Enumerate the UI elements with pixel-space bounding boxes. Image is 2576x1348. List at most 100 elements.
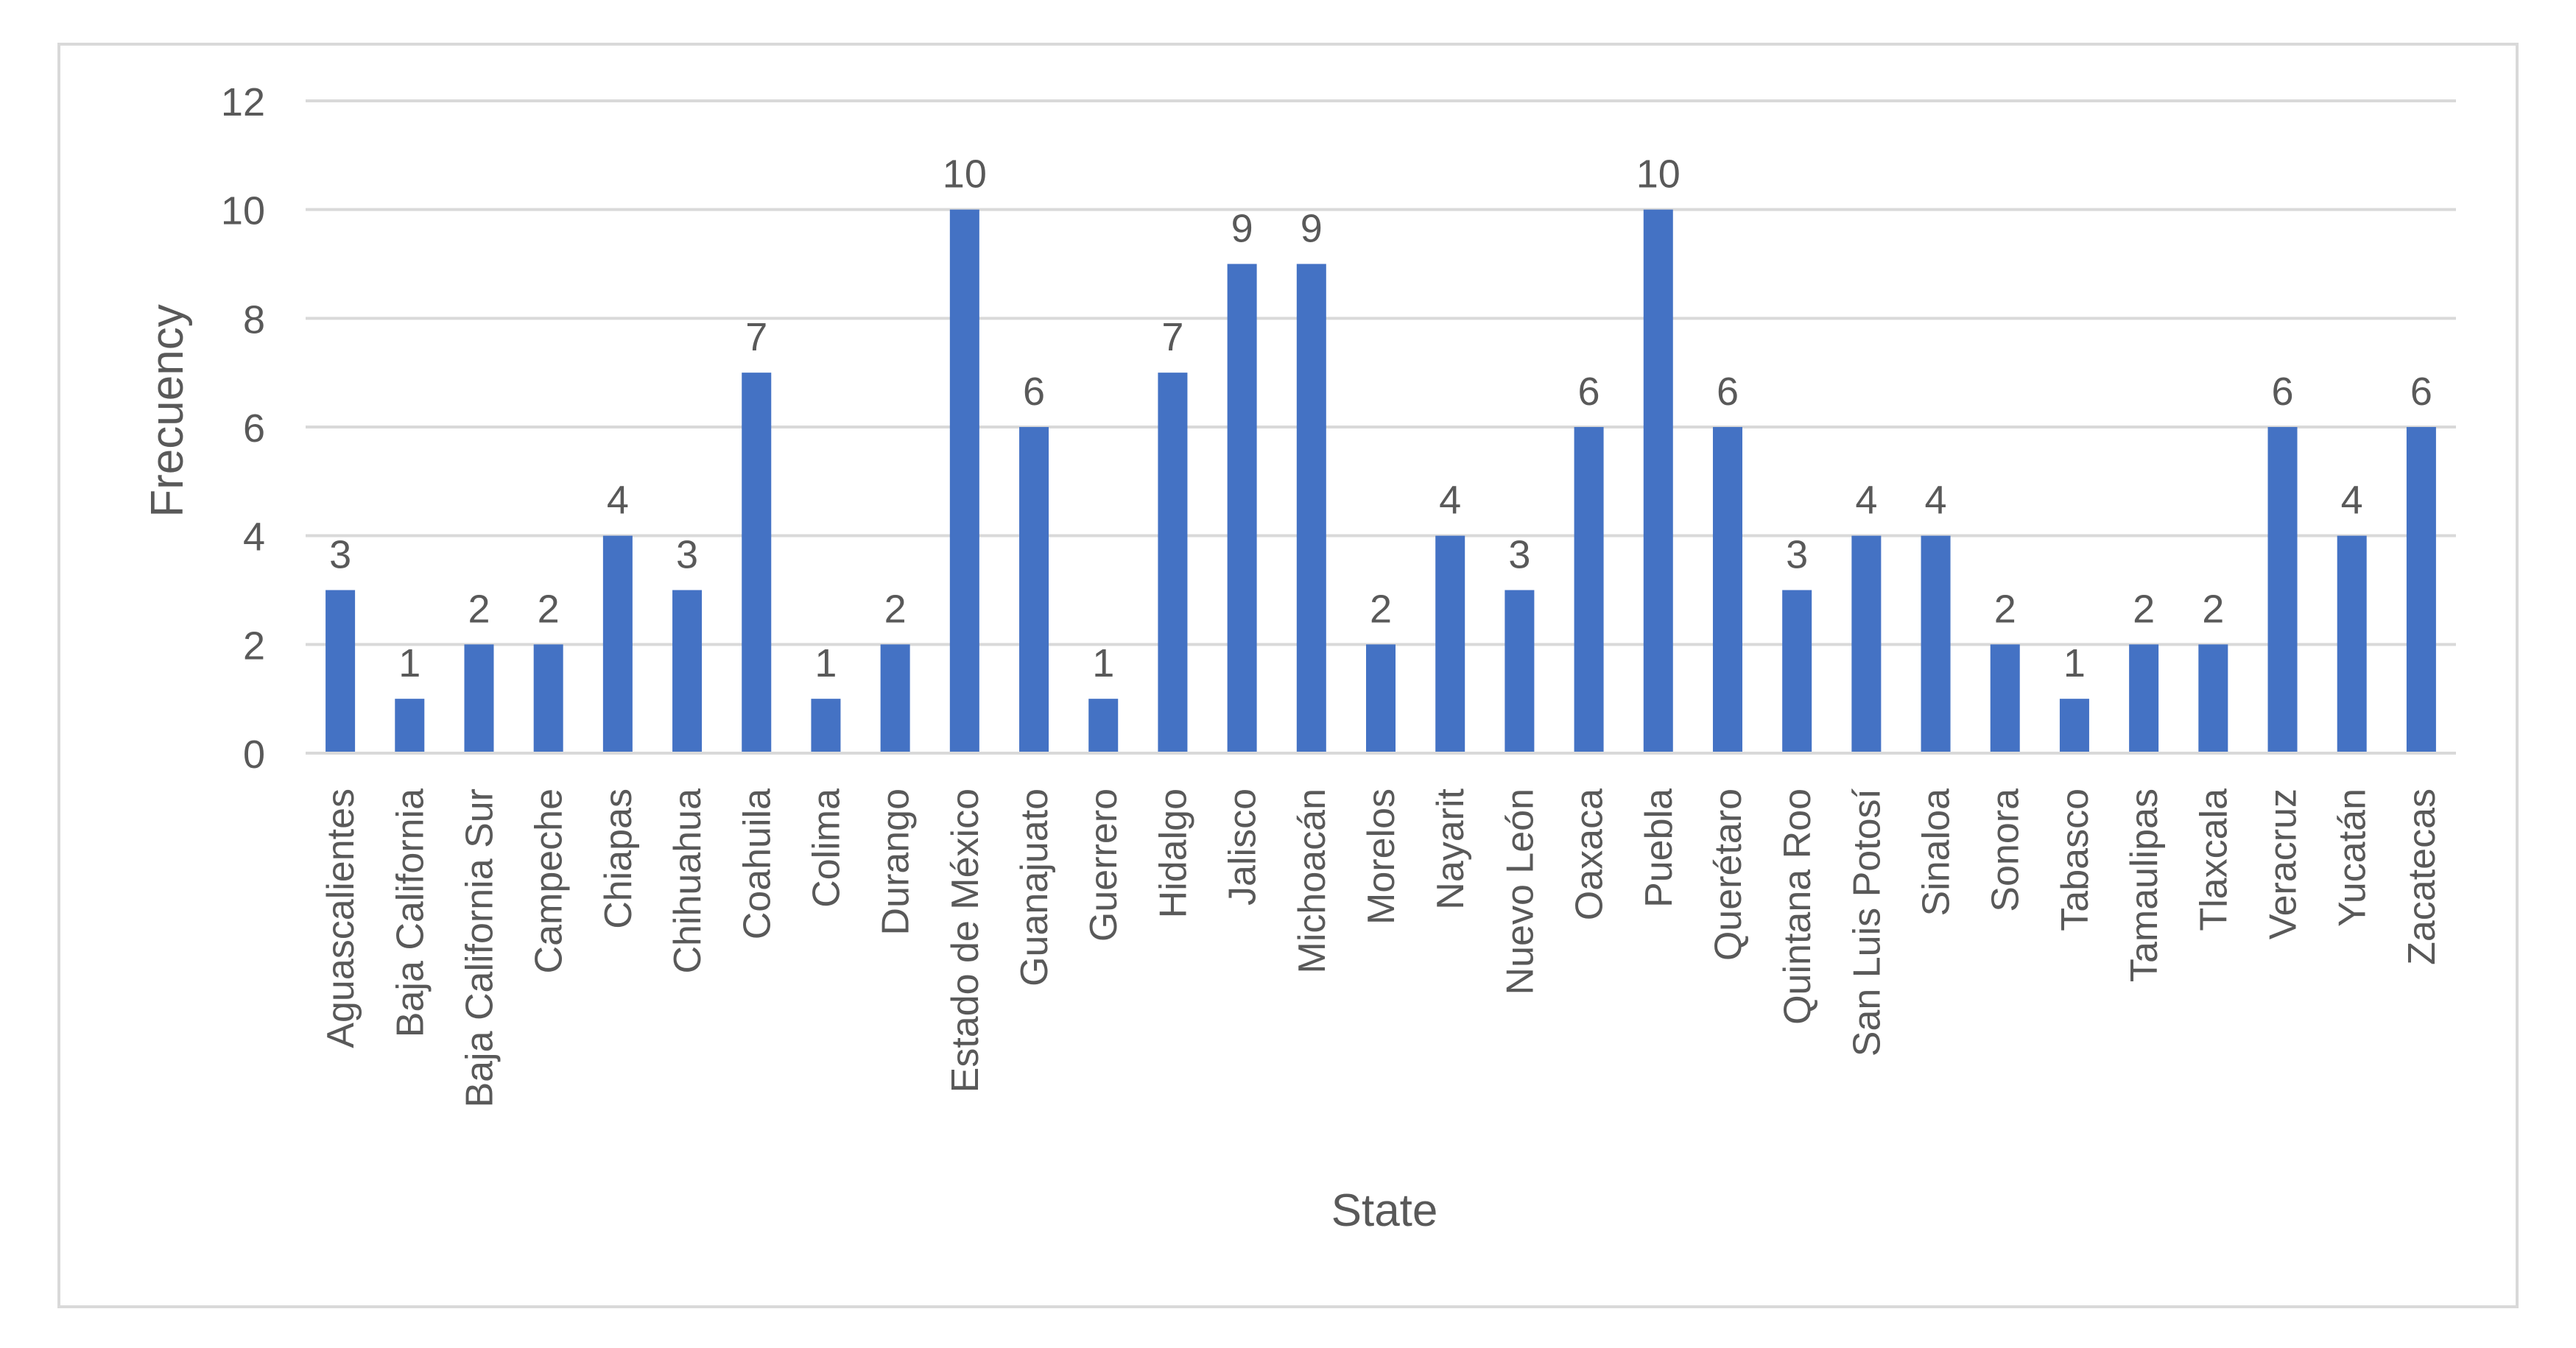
y-tick-label: 12 xyxy=(221,80,265,124)
x-tick-label: Quintana Roo xyxy=(1776,788,1819,1025)
data-label: 6 xyxy=(1717,370,1739,414)
x-tick-label: Tabasco xyxy=(2054,788,2097,931)
y-tick-label: 6 xyxy=(243,406,265,451)
x-tick-label: Nayarit xyxy=(1429,788,1472,909)
bar xyxy=(602,535,633,753)
data-label: 1 xyxy=(398,641,420,685)
data-label: 3 xyxy=(1508,533,1530,577)
x-tick-label: Sonora xyxy=(1985,788,2027,912)
data-label: 4 xyxy=(1855,479,1877,523)
x-tick-label: Hidalgo xyxy=(1152,788,1194,918)
y-axis-ticks: 0 2 4 6 8 10 12 xyxy=(221,80,265,777)
bar xyxy=(1019,427,1049,753)
x-tick-label: Sinaloa xyxy=(1915,788,1958,917)
y-tick-label: 8 xyxy=(243,297,265,342)
data-label: 6 xyxy=(1023,370,1045,414)
data-label: 6 xyxy=(1578,370,1600,414)
data-label: 2 xyxy=(2133,587,2155,631)
y-tick-label: 10 xyxy=(221,189,265,233)
x-tick-label: Chihuahua xyxy=(666,788,709,974)
bar xyxy=(742,373,772,754)
bar xyxy=(1921,535,1951,753)
x-tick-label: Puebla xyxy=(1638,788,1681,908)
x-tick-label: Baja California Sur xyxy=(458,788,501,1108)
bar xyxy=(1435,535,1465,753)
bar xyxy=(464,644,494,753)
bar xyxy=(395,699,425,753)
bar xyxy=(325,590,356,753)
data-label: 6 xyxy=(2410,370,2432,414)
x-tick-label: Campeche xyxy=(528,788,571,973)
bar xyxy=(1088,699,1119,753)
data-label: 10 xyxy=(943,152,987,197)
bar xyxy=(1158,373,1188,754)
x-tick-label: Nuevo León xyxy=(1499,788,1541,995)
y-tick-label: 2 xyxy=(243,624,265,668)
data-label: 7 xyxy=(745,315,767,359)
x-tick-label: Michoacán xyxy=(1291,788,1334,973)
x-tick-label: Aguascalientes xyxy=(320,788,362,1048)
data-label: 2 xyxy=(2202,587,2224,631)
x-tick-label: Oaxaca xyxy=(1569,788,1611,920)
bar xyxy=(811,699,841,753)
data-label: 9 xyxy=(1301,207,1323,251)
data-label: 9 xyxy=(1231,207,1253,251)
x-tick-label: Yucatán xyxy=(2332,788,2374,927)
bar xyxy=(949,209,979,754)
y-tick-label: 0 xyxy=(243,733,265,777)
y-axis-title: Frecuency xyxy=(142,304,193,517)
x-tick-label: Jalisco xyxy=(1222,788,1264,906)
bar xyxy=(533,644,563,753)
data-label: 2 xyxy=(884,587,907,631)
data-label: 2 xyxy=(538,587,560,631)
bar xyxy=(1643,209,1673,754)
x-axis-ticks: Aguascalientes Baja California Baja Califo… xyxy=(320,788,2443,1107)
bar xyxy=(1227,264,1257,753)
data-label: 1 xyxy=(1092,641,1114,685)
bar xyxy=(672,590,703,753)
bar xyxy=(2129,644,2159,753)
x-tick-label: Querétaro xyxy=(1707,788,1750,961)
data-label: 2 xyxy=(1370,587,1392,631)
gridlines xyxy=(306,99,2456,646)
bar xyxy=(1851,535,1882,753)
data-label: 1 xyxy=(814,641,837,685)
bar xyxy=(1574,427,1604,753)
x-tick-label: Guerrero xyxy=(1083,788,1125,942)
bar xyxy=(1712,427,1742,753)
bar xyxy=(2059,699,2089,753)
data-label: 3 xyxy=(329,533,351,577)
x-tick-label: Zacatecas xyxy=(2401,788,2443,965)
bar xyxy=(2198,644,2228,753)
x-tick-label: Baja California xyxy=(389,788,432,1037)
bars xyxy=(325,209,2436,754)
data-label: 4 xyxy=(1925,479,1947,523)
bar xyxy=(2267,427,2298,753)
data-label: 2 xyxy=(1994,587,2016,631)
x-tick-label: Colima xyxy=(805,788,848,908)
x-tick-label: Chiapas xyxy=(597,788,640,929)
data-label: 3 xyxy=(676,533,698,577)
bar xyxy=(1366,644,1396,753)
x-tick-label: Estado de México xyxy=(944,788,987,1093)
x-tick-label: Morelos xyxy=(1360,788,1403,925)
x-tick-label: Tlaxcala xyxy=(2192,788,2235,931)
y-tick-label: 4 xyxy=(243,515,265,560)
x-tick-label: San Luis Potosí xyxy=(1845,788,1888,1056)
x-axis-title: State xyxy=(1331,1185,1438,1236)
data-label: 1 xyxy=(2063,641,2086,685)
data-labels: 3 1 2 2 4 3 7 1 2 10 6 1 7 9 9 2 4 3 6 10 6 3 4 4 2 1 2 2 6 4 6 xyxy=(329,152,2432,686)
bar xyxy=(1990,644,2020,753)
x-tick-label: Veracruz xyxy=(2262,788,2305,939)
data-label: 10 xyxy=(1636,152,1681,197)
x-tick-label: Durango xyxy=(875,788,918,935)
bar xyxy=(1505,590,1535,753)
data-label: 2 xyxy=(468,587,490,631)
bar xyxy=(2337,535,2367,753)
data-label: 4 xyxy=(1439,479,1461,523)
bar xyxy=(1296,264,1326,753)
bar xyxy=(880,644,910,753)
bar xyxy=(1782,590,1812,753)
